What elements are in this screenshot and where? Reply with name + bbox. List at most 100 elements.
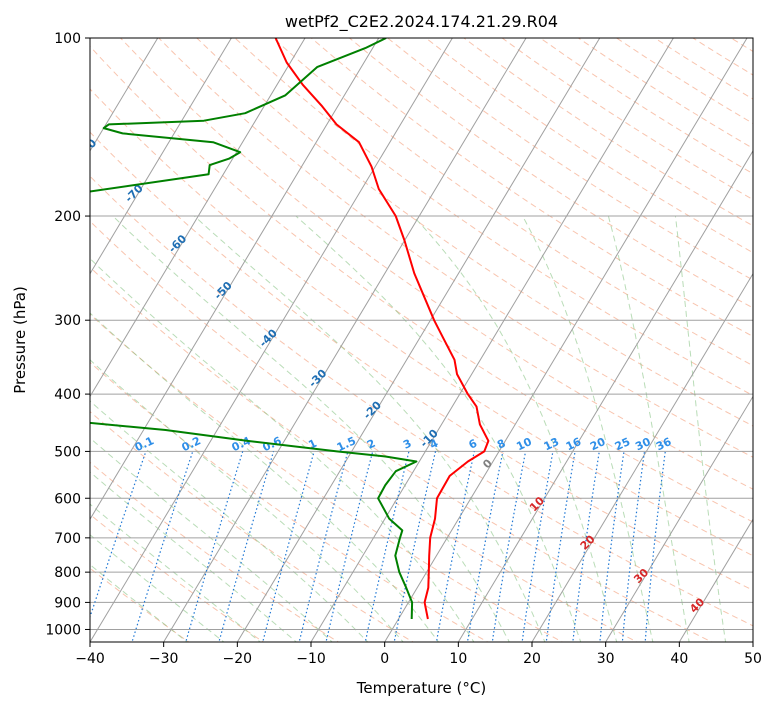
- dry-adiabat-line: [310, 38, 753, 338]
- moist-adiabats: [90, 215, 727, 642]
- isotherm-label: -30: [306, 367, 329, 390]
- y-axis-title: Pressure (hPa): [11, 286, 29, 394]
- moist-adiabat-line: [90, 564, 189, 642]
- isotherm-line: [310, 38, 674, 642]
- isotherm-label: 30: [631, 566, 651, 586]
- moist-adiabat-line: [193, 215, 546, 642]
- moist-adiabat-line: [90, 359, 404, 642]
- x-tick-label: 0: [380, 651, 389, 667]
- mixing-ratio-label: 25: [613, 435, 632, 453]
- moist-adiabat-line: [90, 312, 440, 642]
- dry-adiabat-line: [616, 38, 753, 125]
- mixing-ratio-label: 13: [542, 435, 561, 453]
- y-tick-label: 1000: [45, 622, 81, 638]
- isotherm-line: [90, 38, 380, 521]
- moist-adiabat-line: [90, 437, 333, 642]
- dry-adiabat-line: [90, 88, 753, 557]
- chart-title: wetPf2_C2E2.2024.174.21.29.R04: [285, 12, 558, 32]
- temperature-line: [274, 38, 490, 620]
- dry-adiabat-line: [578, 38, 753, 149]
- mixing-ratio-line: [218, 451, 275, 642]
- plot-area: 0.1 0.2 0.4 0.6 1 1.5 2 3 4 6 8 10 13 16 20 25 30 36-100-…: [0, 38, 753, 642]
- mixing-ratio-label: 20: [588, 435, 608, 453]
- moist-adiabat-line: [607, 215, 690, 642]
- mixing-ratio-label: 36: [654, 435, 674, 453]
- x-tick-label: 20: [523, 651, 541, 667]
- x-tick-label: −10: [296, 651, 326, 667]
- y-tick-label: 400: [54, 387, 81, 403]
- mixing-ratio-line: [393, 451, 437, 642]
- isotherm-label: -80: [76, 136, 99, 159]
- y-tick-label: 800: [54, 565, 81, 581]
- isotherm-line: [236, 38, 601, 642]
- mixing-ratio-line: [364, 451, 410, 642]
- y-tick-label: 100: [54, 31, 81, 47]
- x-tick-label: −40: [75, 651, 105, 667]
- mixing-ratio-line: [262, 451, 315, 642]
- mixing-ratio-line: [298, 451, 349, 642]
- dry-adiabat-line: [425, 38, 753, 254]
- isotherm-line: [90, 38, 232, 275]
- mixing-ratio-label: 10: [514, 435, 534, 453]
- x-axis: −40 −30 −20 −10 0 10 20 30 40 50: [75, 642, 762, 667]
- y-tick-label: 600: [54, 491, 81, 507]
- mixing-ratio-line: [90, 451, 147, 620]
- dry-adiabat-line: [90, 513, 265, 642]
- isotherm-label: -40: [257, 326, 280, 349]
- dry-adiabat-line: [90, 313, 564, 642]
- x-tick-label: 30: [597, 651, 615, 667]
- isotherm-label: -100: [0, 45, 8, 74]
- x-tick-label: −20: [223, 651, 253, 667]
- dry-adiabat-line: [463, 38, 753, 227]
- isotherm-label: 20: [578, 532, 598, 552]
- dry-adiabat-line: [234, 38, 753, 397]
- mixing-ratio-label: 16: [564, 435, 584, 453]
- dry-adiabat-line: [349, 38, 753, 309]
- isotherm-label: -90: [30, 91, 53, 114]
- sounding-traces: [90, 38, 490, 620]
- dry-adiabat-line: [654, 38, 753, 100]
- isotherm-line: [90, 38, 453, 642]
- mixing-ratio-label: 8: [495, 437, 507, 452]
- mixing-ratio-label: 30: [633, 435, 653, 453]
- isotherm-grid: [0, 38, 753, 642]
- x-tick-label: −30: [149, 651, 179, 667]
- isotherm-label: 0: [480, 456, 495, 471]
- isotherm-line: [457, 149, 753, 642]
- isotherm-line: [0, 38, 10, 642]
- plot-frame: [89, 37, 754, 643]
- mixing-ratio-line: [466, 451, 504, 642]
- mixing-ratio-line: [185, 451, 244, 642]
- y-tick-label: 200: [54, 209, 81, 225]
- isotherm-line: [90, 38, 306, 398]
- isotherm-line: [90, 38, 159, 152]
- moist-adiabat-line: [90, 534, 225, 642]
- y-tick-label: 700: [54, 531, 81, 547]
- grid-line-labels: 0.1 0.2 0.4 0.6 1 1.5 2 3 4 6 8 10 13 16 20 25 30 36-100-…: [0, 45, 707, 615]
- mixing-ratio-line: [491, 451, 527, 642]
- dry-adiabat-line: [120, 38, 753, 490]
- y-axis: 100 200 300 400 500 600 700 800 900 1000: [45, 31, 90, 638]
- dry-adiabat-line: [158, 38, 753, 458]
- isotherm-label: -60: [166, 232, 189, 255]
- x-tick-label: 50: [744, 651, 762, 667]
- mixing-ratio-line: [131, 451, 194, 642]
- x-axis-title: Temperature (°C): [356, 679, 486, 697]
- dry-adiabat-line: [272, 38, 753, 367]
- isotherm-line: [163, 38, 527, 642]
- mixing-ratio-line: [545, 451, 576, 642]
- isotherm-line: [678, 518, 753, 642]
- dry-adiabat-line: [539, 38, 753, 175]
- moist-adiabat-line: [90, 471, 298, 642]
- mixing-ratio-line: [621, 451, 646, 642]
- dry-adiabat-line: [90, 411, 414, 642]
- x-tick-label: 10: [449, 651, 467, 667]
- dry-adiabat-line: [692, 38, 753, 76]
- isotherm-line: [384, 38, 748, 642]
- isotherm-label: 40: [687, 595, 707, 615]
- x-tick-label: 40: [670, 651, 688, 667]
- dry-adiabat-line: [90, 131, 753, 591]
- y-tick-label: 500: [54, 444, 81, 460]
- mixing-ratio-label: 3: [401, 437, 413, 452]
